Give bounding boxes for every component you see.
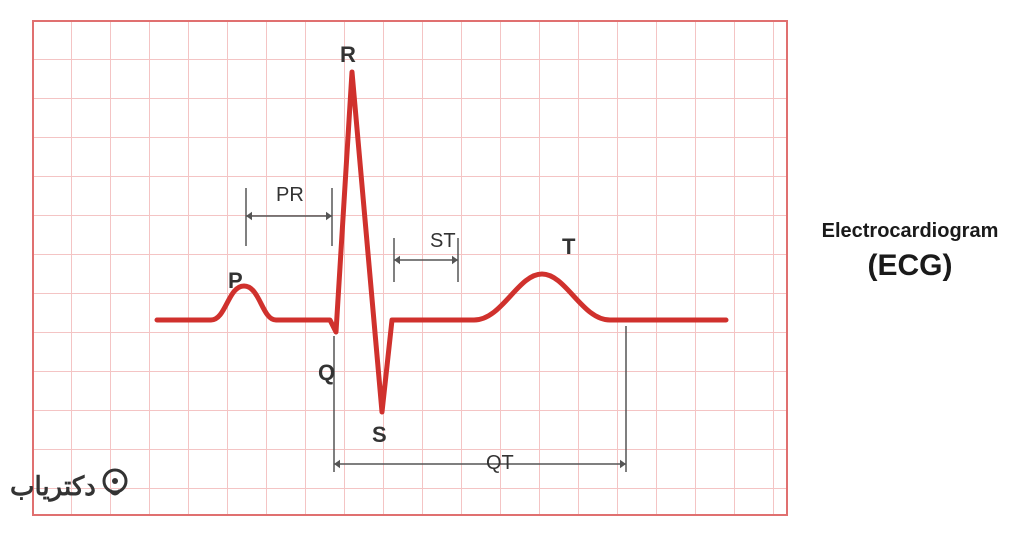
diagram-title: Electrocardiogram (ECG) [800, 220, 1020, 283]
label-q-wave: Q [318, 360, 335, 386]
brand-text: دکتریاب [10, 471, 96, 501]
label-st-segment: ST [430, 230, 456, 253]
label-r-wave: R [340, 42, 356, 68]
label-t-wave: T [562, 234, 575, 260]
brand-icon [100, 468, 130, 505]
title-line2: (ECG) [800, 249, 1020, 283]
ecg-waveform-svg [32, 20, 788, 516]
label-s-wave: S [372, 422, 387, 448]
label-pr-interval: PR [276, 184, 304, 207]
label-p-wave: P [228, 268, 243, 294]
title-line1: Electrocardiogram [800, 220, 1020, 243]
brand-logo: دکتریاب [10, 468, 130, 505]
label-qt-interval: QT [486, 452, 514, 475]
